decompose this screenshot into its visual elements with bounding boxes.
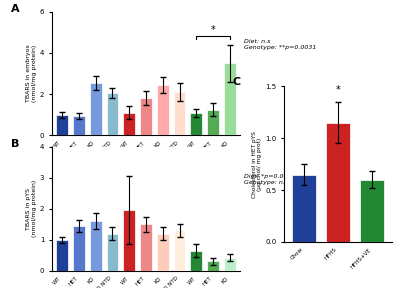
Text: chow: chow — [79, 173, 96, 177]
Bar — [123, 210, 135, 271]
Bar — [106, 234, 118, 271]
Text: Diet: n.s
Genotype: **p=0.0031: Diet: n.s Genotype: **p=0.0031 — [244, 39, 316, 50]
Bar — [174, 92, 186, 135]
Bar — [56, 240, 68, 271]
Bar — [190, 251, 202, 271]
Text: C: C — [232, 77, 240, 87]
Bar — [190, 113, 202, 135]
Bar — [224, 63, 236, 135]
Bar — [207, 109, 219, 135]
Bar — [326, 123, 350, 242]
Text: HFHS: HFHS — [146, 173, 163, 177]
Text: *: * — [211, 25, 216, 35]
Text: *: * — [336, 85, 340, 95]
Y-axis label: TBARS in embryos
(nmol/mg protein): TBARS in embryos (nmol/mg protein) — [26, 45, 37, 102]
Bar — [73, 116, 85, 135]
Bar — [174, 230, 186, 271]
Text: B: B — [11, 139, 19, 149]
Bar — [90, 83, 102, 135]
Bar — [292, 175, 316, 242]
Text: Diet: *p=0.0064
Genotype: n.s: Diet: *p=0.0064 Genotype: n.s — [244, 174, 295, 185]
Bar — [123, 113, 135, 135]
Bar — [90, 221, 102, 271]
Bar — [360, 180, 384, 242]
Bar — [207, 262, 219, 271]
Bar — [224, 258, 236, 271]
Bar — [106, 93, 118, 135]
Y-axis label: TBARS in pYS
(nmol/mg protein): TBARS in pYS (nmol/mg protein) — [26, 180, 37, 237]
Bar — [56, 115, 68, 135]
Bar — [140, 98, 152, 135]
Bar — [157, 234, 169, 271]
Text: HFHS+VE: HFHS+VE — [198, 173, 228, 177]
Bar — [157, 85, 169, 135]
Y-axis label: Cholesterol in HET pYS
(µg chol/ mg prot): Cholesterol in HET pYS (µg chol/ mg prot… — [252, 131, 262, 198]
Bar — [73, 226, 85, 271]
Text: A: A — [11, 4, 19, 14]
Bar — [140, 224, 152, 271]
